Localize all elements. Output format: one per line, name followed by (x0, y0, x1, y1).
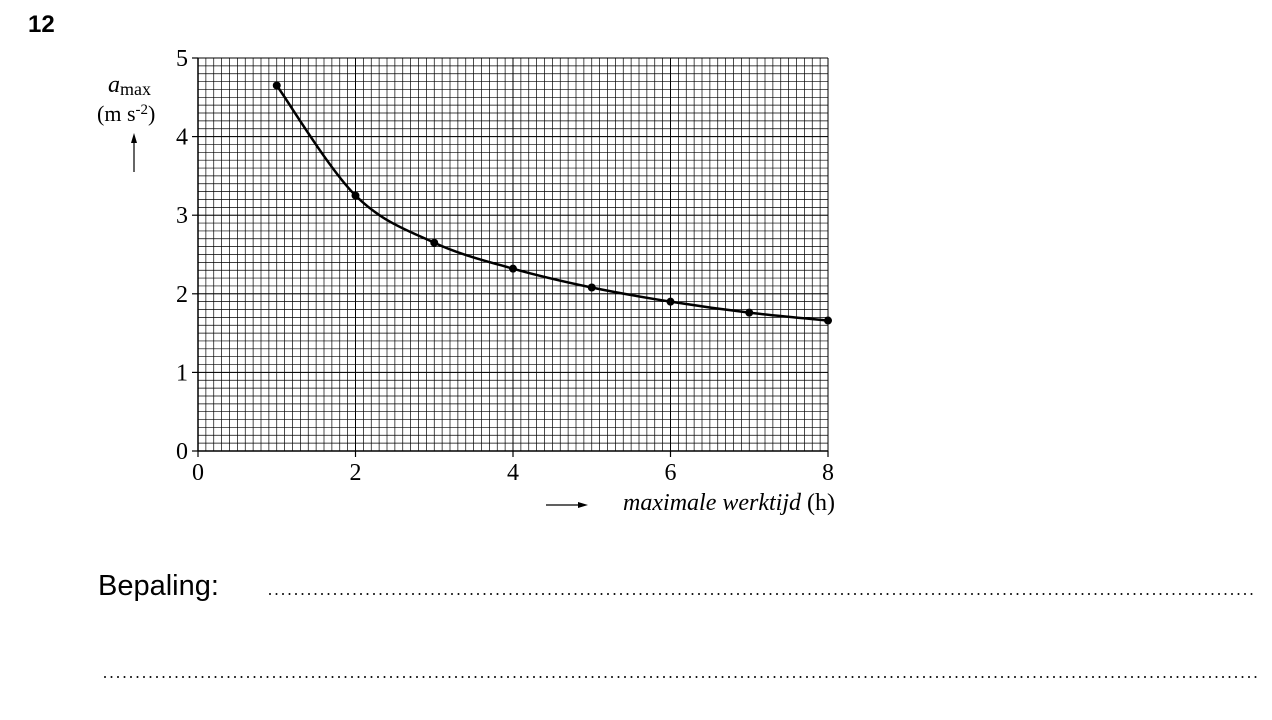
data-point (587, 283, 596, 292)
x-tick-label: 0 (192, 460, 204, 486)
y-unit-end: ) (148, 101, 155, 126)
x-axis-label: maximale werktijd (h) (623, 490, 835, 516)
x-arrow-head (578, 502, 588, 508)
y-tick-label: 3 (176, 203, 188, 229)
y-tick-label: 2 (176, 282, 188, 308)
y-tick-label: 0 (176, 439, 188, 465)
answer-prompt: Bepaling: (98, 570, 219, 602)
y-tick-label: 4 (176, 125, 188, 151)
data-point (745, 308, 754, 317)
y-arrow-head (131, 133, 137, 143)
data-point (824, 316, 832, 325)
y-label-subscript: max (120, 79, 151, 99)
y-tick-label: 1 (176, 360, 188, 386)
x-tick-label: 2 (350, 460, 362, 486)
y-axis-unit: (m s-2) (97, 101, 155, 126)
x-tick-label: 6 (665, 460, 677, 486)
data-point (509, 264, 517, 273)
x-tick-label: 8 (822, 460, 834, 486)
y-unit-exponent: -2 (136, 102, 149, 118)
data-point (430, 238, 439, 247)
y-unit: (m s (97, 101, 136, 126)
x-tick-label: 4 (507, 460, 519, 486)
data-point (666, 297, 675, 306)
data-point (351, 191, 360, 200)
data-point (272, 81, 281, 90)
x-label-text: maximale werktijd (623, 490, 802, 516)
y-label-symbol: a (108, 72, 120, 98)
x-label-unit: (h) (807, 490, 835, 516)
y-axis-label: amax (108, 72, 151, 99)
chart: 0 1 2 3 4 5 0 2 4 6 8 (176, 46, 834, 486)
y-tick-label: 5 (176, 46, 188, 72)
question-number: 12 (28, 11, 55, 38)
